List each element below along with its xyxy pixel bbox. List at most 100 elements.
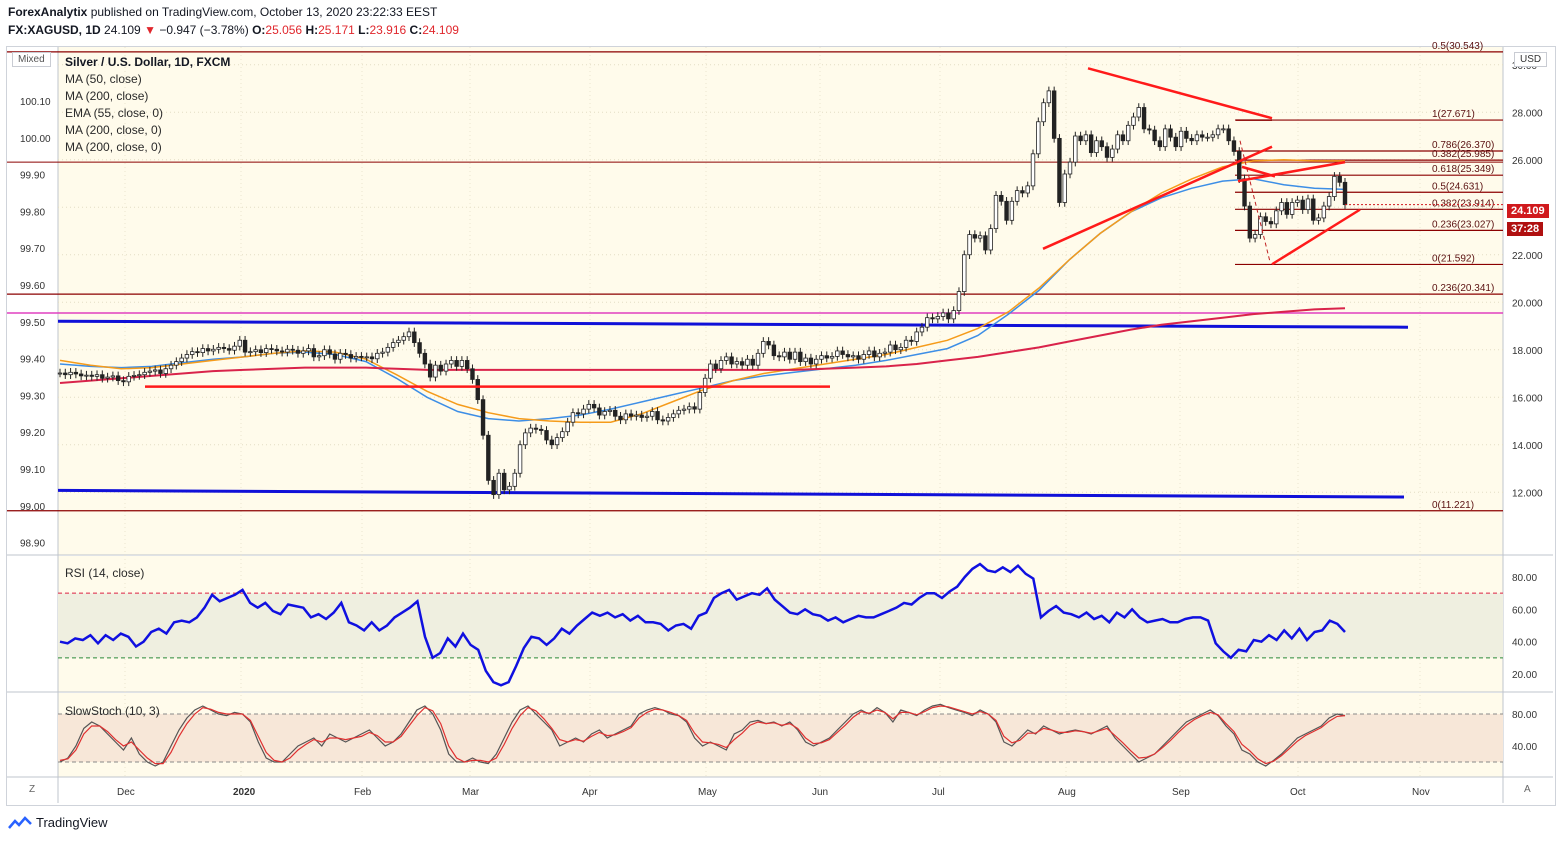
- candle-body: [692, 406, 697, 410]
- candle-body: [364, 356, 369, 359]
- legend-item-ma200[interactable]: MA (200, close): [65, 89, 149, 103]
- candle-body: [401, 336, 406, 341]
- high-label: H:: [305, 23, 319, 37]
- candle-body: [539, 428, 544, 431]
- candle-body: [808, 357, 814, 365]
- candle-body: [650, 411, 655, 417]
- candle-body: [158, 369, 163, 374]
- legend-item-ma200-c[interactable]: MA (200, close, 0): [65, 140, 162, 154]
- candle-body: [570, 412, 576, 423]
- candle-body: [919, 326, 925, 333]
- candle-body: [1025, 185, 1030, 194]
- candle-body: [1242, 178, 1247, 207]
- candle-body: [1110, 148, 1115, 158]
- candle-body: [798, 351, 803, 363]
- left-axis-tick: 98.90: [20, 539, 45, 550]
- candle-body: [105, 376, 110, 379]
- candle-body: [724, 356, 729, 361]
- candle-body: [1120, 134, 1126, 142]
- candle-body: [311, 348, 317, 358]
- candle-body: [824, 355, 829, 359]
- candle-body: [517, 444, 523, 474]
- left-axis-tick: 99.50: [20, 318, 45, 329]
- candle-body: [993, 194, 999, 230]
- ma-line-2: [59, 307, 1346, 384]
- candle-body: [856, 355, 861, 360]
- candle-body: [1078, 135, 1083, 142]
- candle-body: [501, 472, 507, 491]
- legend-title[interactable]: Silver / U.S. Dollar, 1D, FXCM: [65, 55, 231, 69]
- candle-body: [454, 360, 459, 367]
- ma-line-1: [59, 159, 1345, 423]
- candle-body: [1279, 202, 1284, 212]
- candle-body: [269, 348, 274, 350]
- candle-body: [967, 234, 972, 256]
- candle-body: [607, 409, 613, 412]
- stoch-pane-label[interactable]: SlowStoch (10, 3): [65, 704, 160, 718]
- candle-body: [560, 431, 565, 439]
- candle-body: [1173, 136, 1178, 148]
- candle-body: [1004, 200, 1009, 221]
- close-label: C:: [409, 23, 423, 37]
- candle-body: [1051, 90, 1057, 139]
- candle-body: [866, 350, 872, 355]
- candle-body: [782, 351, 787, 358]
- author-name[interactable]: ForexAnalytix: [8, 5, 88, 19]
- right-axis-tick: 14.000: [1512, 441, 1543, 452]
- candle-body: [89, 374, 94, 377]
- x-axis-tick: Sep: [1172, 787, 1190, 798]
- candle-body: [755, 352, 761, 366]
- zoom-left-button[interactable]: Z: [29, 784, 36, 795]
- candle-body: [1041, 102, 1046, 123]
- candle-body: [1088, 134, 1094, 154]
- candle-body: [264, 348, 269, 353]
- candle-body: [618, 415, 623, 421]
- candle-body: [628, 413, 634, 417]
- candle-body: [1125, 124, 1131, 142]
- candle-body: [750, 358, 755, 366]
- candle-body: [930, 317, 935, 320]
- currency-button[interactable]: USD: [1514, 52, 1548, 67]
- candle-body: [718, 360, 724, 370]
- candle-body: [152, 369, 158, 372]
- auto-scale-button[interactable]: A: [1524, 784, 1531, 795]
- down-arrow-icon: ▼: [144, 23, 156, 37]
- candle-body: [745, 358, 750, 366]
- candle-body: [549, 439, 554, 446]
- tradingview-logo[interactable]: TradingView: [8, 815, 108, 830]
- candle-body: [835, 350, 840, 357]
- legend-item-ma200-b[interactable]: MA (200, close, 0): [65, 123, 162, 137]
- legend-item-ema55[interactable]: EMA (55, close, 0): [65, 106, 164, 120]
- candle-body: [898, 346, 904, 351]
- left-axis-tick: 99.30: [20, 391, 45, 402]
- candle-body: [940, 312, 946, 317]
- legend-item-ma50[interactable]: MA (50, close): [65, 72, 142, 86]
- candle-body: [602, 411, 607, 416]
- candle-body: [279, 350, 285, 353]
- fib-level-label: 0.5(24.631): [1432, 181, 1483, 192]
- right-axis-tick: 18.000: [1512, 346, 1543, 357]
- candle-body: [406, 331, 412, 338]
- candle-body: [1184, 130, 1189, 139]
- candle-body: [1326, 196, 1332, 207]
- rsi-pane-label[interactable]: RSI (14, close): [65, 566, 145, 580]
- candle-body: [322, 349, 327, 357]
- candle-body: [1062, 173, 1067, 203]
- x-axis-tick: May: [698, 787, 717, 798]
- candle-body: [390, 342, 396, 348]
- chart-frame[interactable]: [6, 46, 1556, 806]
- candle-body: [221, 346, 227, 349]
- candle-body: [840, 350, 845, 355]
- left-axis-tick: 99.60: [20, 281, 45, 292]
- candle-body: [951, 310, 956, 320]
- candle-body: [1237, 151, 1242, 180]
- fib-level-label: 0.382(25.985): [1432, 149, 1494, 160]
- candle-body: [94, 374, 100, 377]
- scale-mode-button[interactable]: Mixed: [12, 52, 51, 67]
- left-axis-tick: 100.00: [20, 134, 51, 145]
- candle-body: [464, 360, 470, 370]
- right-axis-tick: 16.000: [1512, 393, 1543, 404]
- candle-body: [237, 339, 242, 347]
- x-axis-tick: Apr: [582, 787, 598, 798]
